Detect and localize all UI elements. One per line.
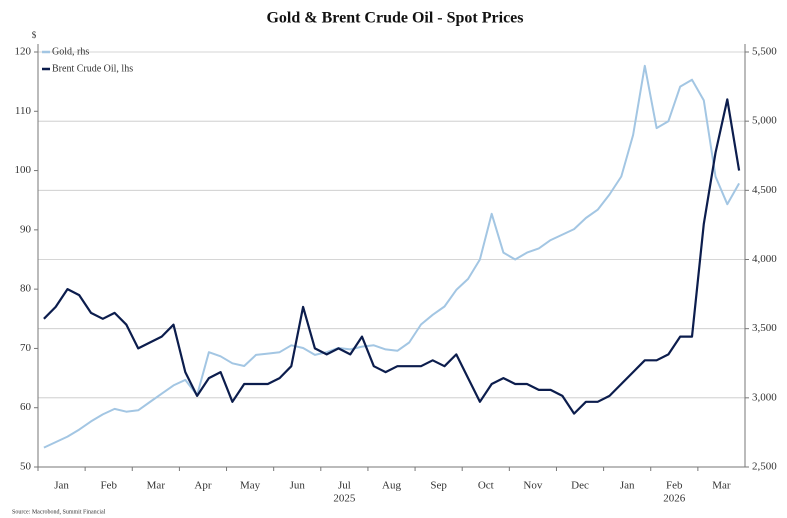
year-label: 2025 — [333, 493, 356, 505]
x-tick-label: Sep — [430, 480, 447, 492]
y-tick-label: 70 — [20, 342, 32, 354]
x-tick-label: Oct — [478, 480, 494, 492]
y2-tick-label: 5,000 — [752, 115, 777, 127]
legend-label: Gold, rhs — [52, 46, 89, 57]
chart-title: Gold & Brent Crude Oil - Spot Prices — [266, 10, 523, 27]
y2-tick-label: 3,000 — [752, 391, 777, 403]
y-tick-label: 90 — [20, 223, 32, 235]
y-tick-label: 60 — [20, 401, 32, 413]
legend-label: Brent Crude Oil, lhs — [52, 63, 133, 74]
x-tick-label: May — [240, 480, 261, 492]
x-tick-label: Dec — [571, 480, 589, 492]
x-tick-label: Apr — [194, 480, 211, 492]
y2-tick-label: 5,500 — [752, 46, 777, 58]
x-tick-label: Mar — [712, 480, 731, 492]
x-tick-label: Jan — [620, 480, 635, 492]
x-tick-label: Feb — [666, 480, 683, 492]
x-tick-label: Jun — [290, 480, 306, 492]
y2-tick-label: 4,500 — [752, 184, 777, 196]
x-tick-label: Mar — [147, 480, 166, 492]
y-tick-label: 120 — [15, 46, 32, 58]
y-axis-label: $ — [32, 30, 37, 40]
y2-tick-label: 4,000 — [752, 253, 777, 265]
x-tick-label: Aug — [382, 480, 401, 492]
x-tick-label: Nov — [523, 480, 542, 492]
y-tick-label: 100 — [15, 164, 32, 176]
x-tick-label: Jul — [338, 480, 351, 492]
y-tick-label: 80 — [20, 283, 32, 295]
source-note: Source: Macrobond, Summit Financial — [12, 509, 106, 515]
data-line — [43, 98, 741, 415]
y-tick-label: 50 — [20, 461, 32, 473]
data-line — [43, 64, 740, 449]
y2-tick-label: 2,500 — [752, 461, 777, 473]
x-tick-label: Jan — [54, 480, 69, 492]
year-label: 2026 — [663, 493, 686, 505]
y-tick-label: 110 — [15, 105, 32, 117]
y2-tick-label: 3,500 — [752, 322, 777, 334]
x-tick-label: Feb — [100, 480, 117, 492]
